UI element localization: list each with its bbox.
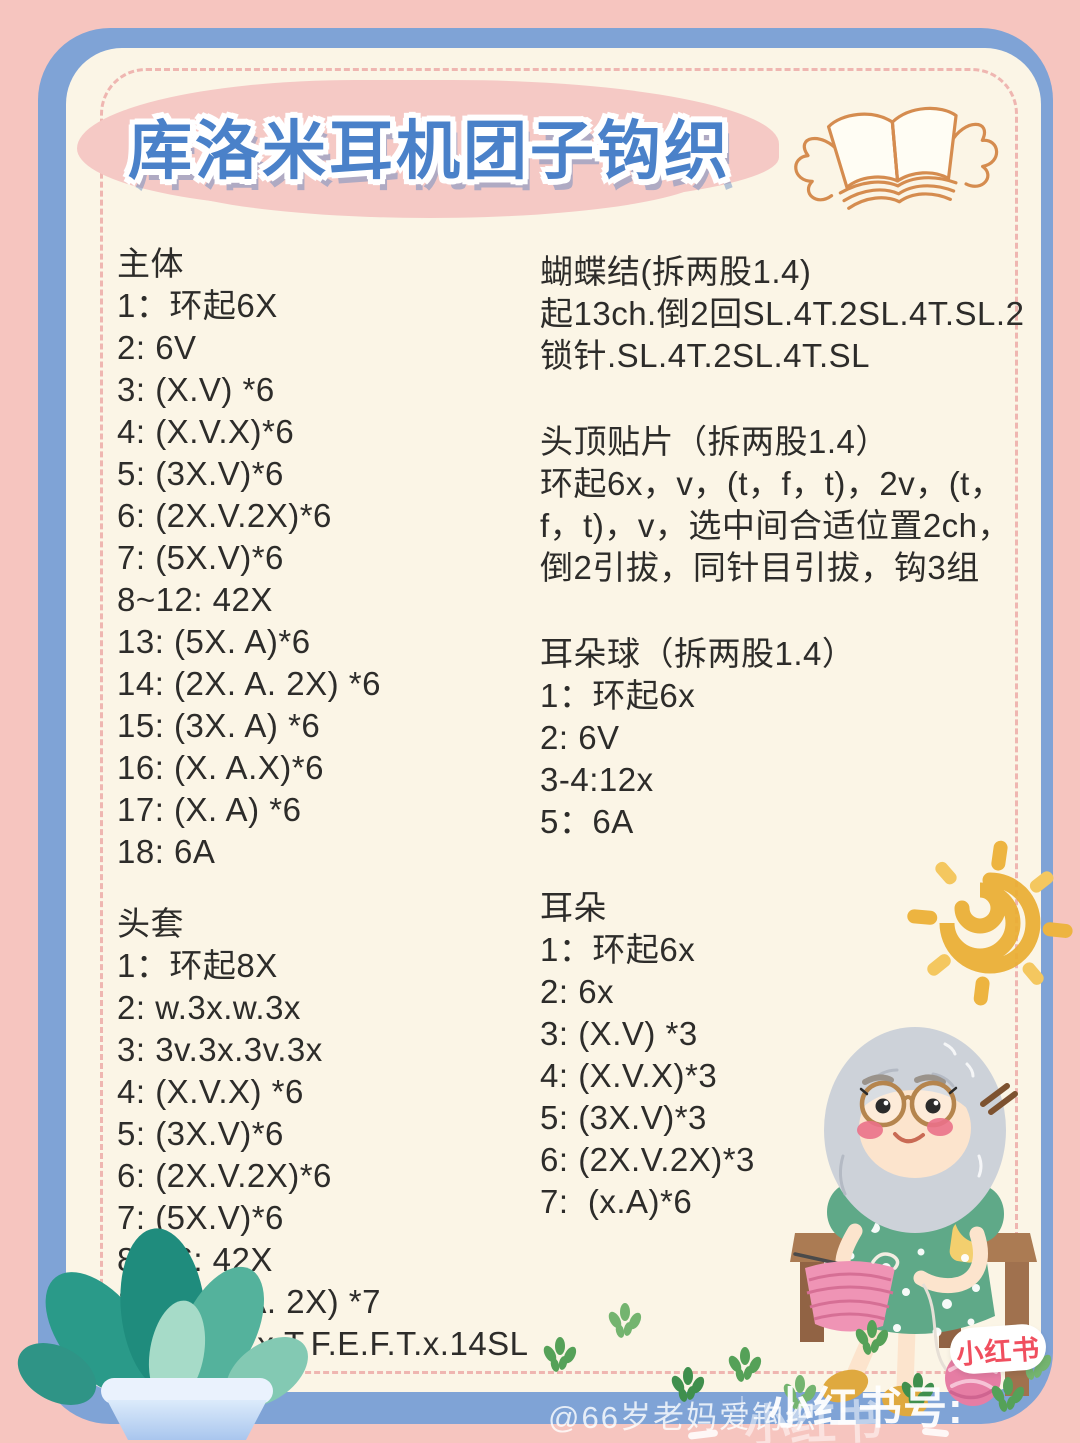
pattern-lines: 1：环起6x 2: 6V 3-4:12x 5：6A: [540, 675, 1024, 843]
pattern-line: f，t)，v，选中间合适位置2ch，: [540, 507, 1012, 544]
pattern-line: 5: (3X.V)*6: [117, 455, 284, 492]
pattern-line: 7: (5X.V)*6: [117, 539, 284, 576]
pattern-line: 7: (5X.V)*6: [117, 1199, 284, 1236]
xiaohongshu-badge: 小红书: [948, 1322, 1048, 1376]
winged-book-icon: [794, 106, 999, 210]
title-blob-lower: [150, 128, 710, 218]
section-heading: 头顶贴片（拆两股1.4）: [540, 423, 889, 460]
dashed-border: [100, 68, 1018, 1374]
section-heading: 主体: [117, 245, 184, 282]
pattern-line: 15: (3X. A) *6: [117, 707, 321, 744]
pattern-line: 7: (x.A)*6: [540, 1183, 693, 1220]
pattern-line: 6: (2X.V.2X)*3: [540, 1141, 755, 1178]
pattern-line: 起13ch.倒2回SL.4T.2SL.4T.SL.2: [540, 295, 1025, 332]
hair-clip: [980, 1083, 1018, 1115]
section-heading: 头套: [117, 905, 184, 942]
pattern-line: 3-4:12x: [540, 761, 654, 798]
knitting-work: [793, 1252, 900, 1332]
pattern-lines: 1：环起6x 2: 6x 3: (X.V) *3 4: (X.V.X)*3 5: (3X…: [540, 929, 1024, 1223]
pattern-lines: 环起6x，v，(t，f，t)，2v，(t， f，t)，v，选中间合适位置2ch， 倒…: [540, 463, 1024, 589]
shoe: [882, 1385, 928, 1417]
pattern-line: 锁针.SL.4T.2SL.4T.SL: [540, 337, 870, 374]
pattern-line: 4: (X.V.X) *6: [117, 1073, 304, 1110]
pattern-line: 13: (5X. A)*6: [117, 623, 311, 660]
pattern-line: 1：环起6x: [540, 931, 696, 968]
pattern-line: 2: w.3x.w.3x: [117, 989, 301, 1026]
account-number: 小红书号: 251468703: [768, 1384, 996, 1443]
pattern-line: 4: (X.V.X)*6: [117, 413, 295, 450]
pattern-lines: 起13ch.倒2回SL.4T.2SL.4T.SL.2 锁针.SL.4T.2SL.4…: [540, 293, 1024, 377]
page-title: 库洛米耳机团子钩织: [128, 115, 731, 187]
pattern-line: 6: (2X.V.2X)*6: [117, 1157, 332, 1194]
pattern-line: 6: (2X.V.2X)*6: [117, 497, 332, 534]
grandma-illustration: [790, 1027, 1037, 1417]
section-heading: 耳朵: [540, 889, 607, 926]
smile: [893, 1132, 925, 1144]
pattern-line: 1：环起6x: [540, 677, 696, 714]
footer-divider: ｜: [726, 1395, 759, 1431]
pattern-line: 2: 6x: [540, 973, 615, 1010]
pattern-line: 17: (X. A) *6: [117, 791, 302, 828]
shoe: [821, 1369, 869, 1403]
pattern-line: 2: 6V: [540, 719, 620, 756]
left-wing: [794, 136, 842, 202]
pattern-line: 1：环起6X: [117, 287, 278, 324]
section-top-patch: 头顶贴片（拆两股1.4） 环起6x，v，(t，f，t)，2v，(t， f，t)，v…: [540, 421, 1024, 589]
author-handle: @66岁老妈爱钩织: [548, 1400, 818, 1435]
pattern-line: 2: 6V: [117, 329, 197, 366]
pattern-line: 5: (3X.V)*6: [117, 1115, 284, 1152]
section-ear: 耳朵 1：环起6x 2: 6x 3: (X.V) *3 4: (X.V.X)*3 5: …: [540, 887, 1024, 1223]
section-heading: 耳朵球（拆两股1.4）: [540, 635, 856, 672]
right-wing: [948, 122, 999, 188]
pattern-line: 5: (3X.V)*3: [540, 1099, 707, 1136]
sun-icon: [907, 840, 1073, 1006]
pattern-line: 环起6x，v，(t，f，t)，2v，(t，: [540, 465, 1004, 502]
cheek: [857, 1121, 883, 1139]
pattern-line: 16: (X. A.X)*6: [117, 749, 324, 786]
pattern-line: 5：6A: [540, 803, 634, 840]
pattern-line: 14: (2X. A. 2X) *6: [117, 665, 381, 702]
pattern-line: 3: 3v.3x.3v.3x: [117, 1031, 323, 1068]
cheek: [927, 1118, 953, 1136]
section-bow: 蝴蝶结(拆两股1.4) 起13ch.倒2回SL.4T.2SL.4T.SL.2 锁针…: [540, 251, 1024, 377]
pattern-line: 18: 6A: [117, 833, 216, 870]
sun-spiral: [939, 872, 1041, 974]
pattern-line: 3: (X.V) *3: [540, 1015, 698, 1052]
right-column: 蝴蝶结(拆两股1.4) 起13ch.倒2回SL.4T.2SL.4T.SL.2 锁针…: [540, 251, 1024, 1267]
section-ear-ball: 耳朵球（拆两股1.4） 1：环起6x 2: 6V 3-4:12x 5：6A: [540, 633, 1024, 843]
pattern-line: 4: (X.V.X)*3: [540, 1057, 718, 1094]
potted-plant-icon: [17, 1228, 308, 1440]
pattern-lines: 1：环起6X 2: 6V 3: (X.V) *6 4: (X.V.X)*6 5: (3X…: [117, 285, 529, 873]
pattern-line: 1：环起8X: [117, 947, 278, 984]
pattern-line: 3: (X.V) *6: [117, 371, 275, 408]
section-main-body: 主体 1：环起6X 2: 6V 3: (X.V) *6 4: (X.V.X)*6 5: …: [117, 243, 529, 873]
pattern-line: 倒2引拔，同针目引拔，钩3组: [540, 549, 980, 586]
pattern-line: 8~12: 42X: [117, 581, 273, 618]
section-heading: 蝴蝶结(拆两股1.4): [540, 253, 812, 290]
